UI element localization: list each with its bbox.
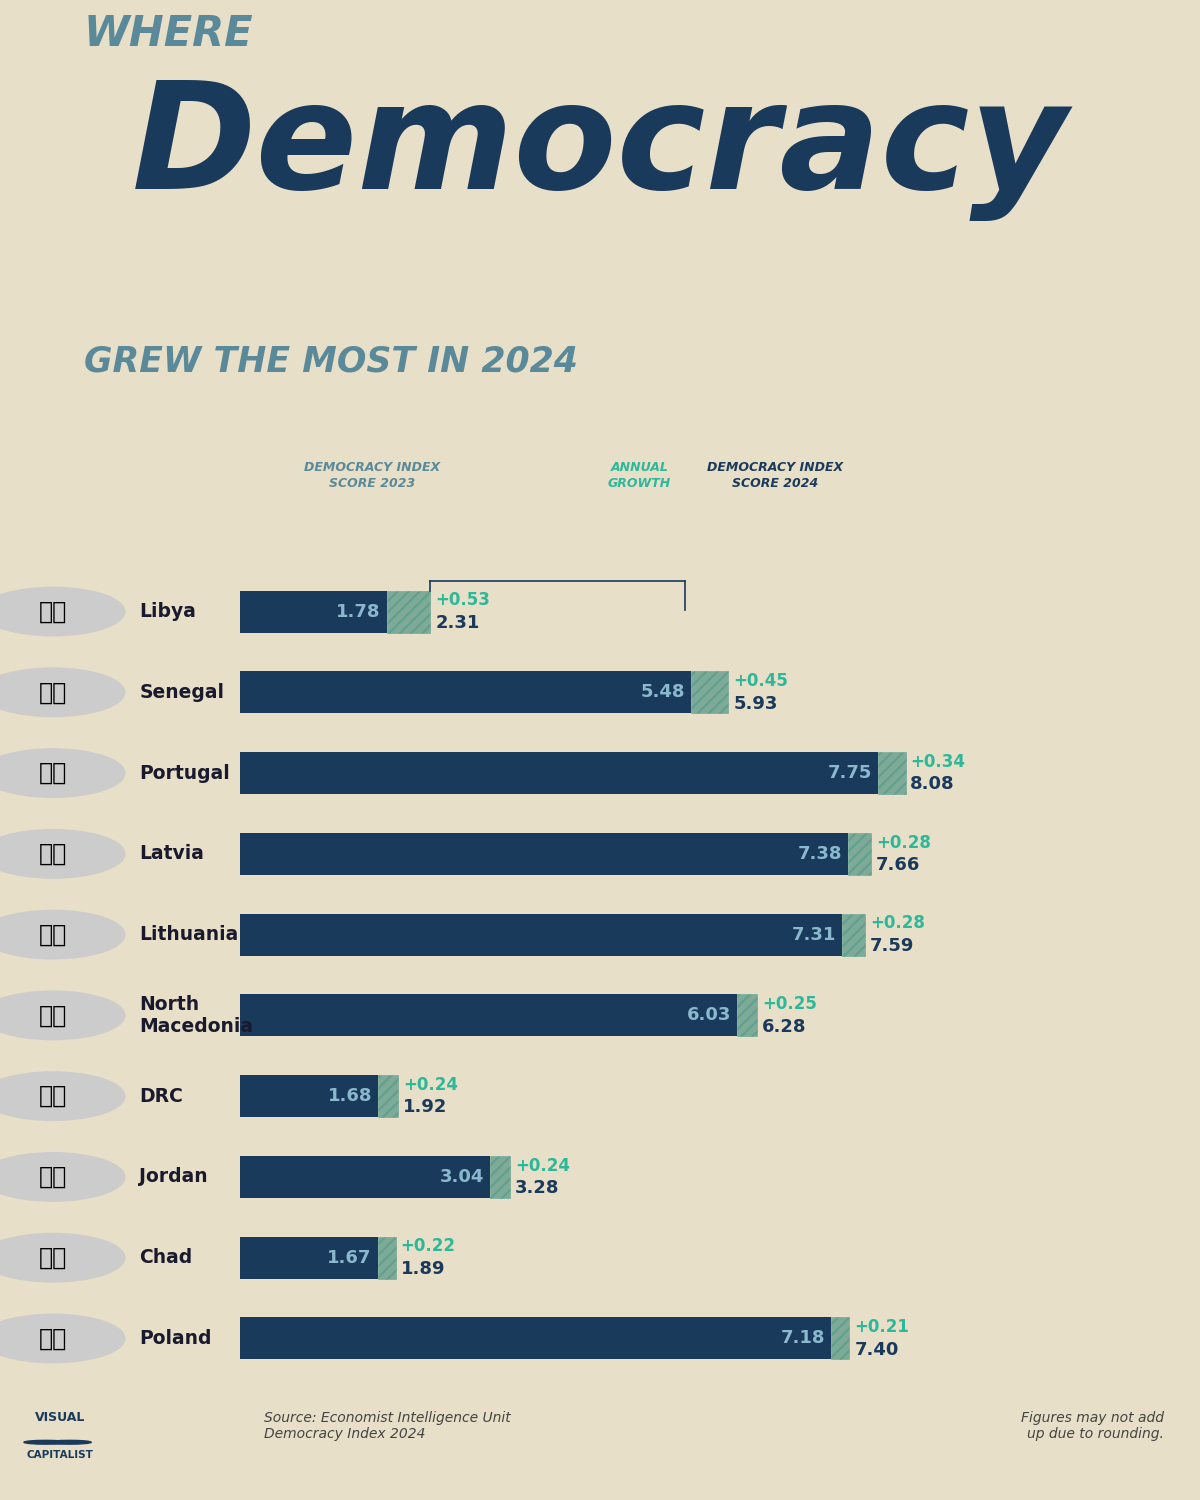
Text: 6.28: 6.28 bbox=[762, 1017, 806, 1035]
Text: 🇹🇩: 🇹🇩 bbox=[38, 1245, 67, 1269]
Bar bbox=[847, 833, 871, 874]
Bar bbox=[842, 914, 865, 956]
Circle shape bbox=[0, 1233, 125, 1282]
Bar bbox=[878, 752, 906, 794]
Text: 🇸🇳: 🇸🇳 bbox=[38, 681, 67, 705]
Text: 7.75: 7.75 bbox=[828, 764, 872, 782]
Text: DRC: DRC bbox=[139, 1086, 184, 1106]
Bar bbox=[240, 1236, 378, 1278]
Text: 7.18: 7.18 bbox=[781, 1329, 826, 1347]
Text: 🇵🇱: 🇵🇱 bbox=[38, 1326, 67, 1350]
Text: Libya: Libya bbox=[139, 602, 196, 621]
Circle shape bbox=[0, 992, 125, 1039]
Text: CAPITALIST: CAPITALIST bbox=[26, 1449, 94, 1460]
Text: VISUAL: VISUAL bbox=[35, 1410, 85, 1424]
Text: +0.24: +0.24 bbox=[515, 1156, 570, 1174]
Text: 🇲🇰: 🇲🇰 bbox=[38, 1004, 67, 1028]
Circle shape bbox=[0, 830, 125, 878]
Circle shape bbox=[0, 748, 125, 798]
Bar bbox=[240, 914, 842, 956]
Text: 7.59: 7.59 bbox=[870, 938, 914, 956]
Text: +0.25: +0.25 bbox=[762, 994, 817, 1012]
Text: +0.22: +0.22 bbox=[401, 1238, 456, 1256]
Text: 3.04: 3.04 bbox=[440, 1168, 485, 1186]
Circle shape bbox=[0, 1152, 125, 1202]
Text: 1.78: 1.78 bbox=[336, 603, 380, 621]
Text: +0.53: +0.53 bbox=[436, 591, 490, 609]
Text: Source: Economist Intelligence Unit
Democracy Index 2024: Source: Economist Intelligence Unit Demo… bbox=[264, 1410, 511, 1442]
Text: Democracy: Democracy bbox=[132, 75, 1068, 220]
Text: GREW THE MOST IN 2024: GREW THE MOST IN 2024 bbox=[84, 345, 578, 378]
Text: 3.28: 3.28 bbox=[515, 1179, 559, 1197]
Circle shape bbox=[24, 1440, 67, 1444]
Bar bbox=[386, 591, 431, 633]
Bar bbox=[240, 752, 878, 794]
Text: 1.92: 1.92 bbox=[403, 1098, 448, 1116]
Text: Lithuania: Lithuania bbox=[139, 926, 239, 944]
Bar bbox=[378, 1076, 398, 1118]
Bar bbox=[832, 1317, 848, 1359]
Text: 🇱🇻: 🇱🇻 bbox=[38, 842, 67, 866]
Text: Poland: Poland bbox=[139, 1329, 211, 1348]
Text: 🇯🇴: 🇯🇴 bbox=[38, 1166, 67, 1190]
Text: 🇨🇩: 🇨🇩 bbox=[38, 1084, 67, 1108]
Text: 1.67: 1.67 bbox=[328, 1248, 372, 1266]
Bar bbox=[240, 591, 386, 633]
Text: 🇵🇹: 🇵🇹 bbox=[38, 760, 67, 784]
Text: 🇱🇾: 🇱🇾 bbox=[38, 600, 67, 624]
Text: +0.21: +0.21 bbox=[854, 1318, 910, 1336]
Circle shape bbox=[0, 588, 125, 636]
Text: Senegal: Senegal bbox=[139, 682, 224, 702]
Text: 8.08: 8.08 bbox=[911, 776, 955, 794]
Circle shape bbox=[0, 1072, 125, 1120]
Text: +0.45: +0.45 bbox=[733, 672, 788, 690]
Text: 🇱🇹: 🇱🇹 bbox=[38, 922, 67, 946]
Text: 2.31: 2.31 bbox=[436, 614, 480, 632]
Bar bbox=[240, 1156, 491, 1198]
Text: North
Macedonia: North Macedonia bbox=[139, 994, 253, 1036]
Bar bbox=[240, 672, 691, 714]
Circle shape bbox=[48, 1440, 91, 1444]
Text: 7.66: 7.66 bbox=[876, 856, 920, 874]
Text: +0.24: +0.24 bbox=[403, 1076, 458, 1094]
Circle shape bbox=[0, 1314, 125, 1362]
Text: +0.28: +0.28 bbox=[876, 834, 931, 852]
Bar bbox=[378, 1236, 396, 1278]
Text: +0.34: +0.34 bbox=[911, 753, 965, 771]
Bar bbox=[240, 833, 847, 874]
Bar bbox=[240, 1317, 832, 1359]
Text: Portugal: Portugal bbox=[139, 764, 230, 783]
Text: 7.40: 7.40 bbox=[854, 1341, 899, 1359]
Text: 5.48: 5.48 bbox=[641, 684, 685, 702]
Circle shape bbox=[0, 668, 125, 717]
Text: 1.68: 1.68 bbox=[328, 1088, 372, 1106]
Bar bbox=[491, 1156, 510, 1198]
Text: WHERE: WHERE bbox=[84, 12, 253, 54]
Text: Figures may not add
up due to rounding.: Figures may not add up due to rounding. bbox=[1021, 1410, 1164, 1442]
Text: Chad: Chad bbox=[139, 1248, 192, 1268]
Text: ANNUAL
GROWTH: ANNUAL GROWTH bbox=[607, 462, 671, 490]
Text: 7.31: 7.31 bbox=[792, 926, 836, 944]
Bar bbox=[240, 1076, 378, 1118]
Bar bbox=[737, 994, 757, 1036]
Text: 1.89: 1.89 bbox=[401, 1260, 445, 1278]
Text: 7.38: 7.38 bbox=[798, 844, 842, 862]
Text: Latvia: Latvia bbox=[139, 844, 204, 864]
Text: 5.93: 5.93 bbox=[733, 694, 778, 712]
Text: DEMOCRACY INDEX
SCORE 2023: DEMOCRACY INDEX SCORE 2023 bbox=[304, 462, 440, 490]
Text: 6.03: 6.03 bbox=[686, 1007, 731, 1025]
Bar bbox=[691, 672, 728, 714]
Bar bbox=[240, 994, 737, 1036]
Text: Jordan: Jordan bbox=[139, 1167, 208, 1186]
Circle shape bbox=[0, 910, 125, 958]
Text: +0.28: +0.28 bbox=[870, 915, 925, 933]
Text: DEMOCRACY INDEX
SCORE 2024: DEMOCRACY INDEX SCORE 2024 bbox=[707, 462, 844, 490]
